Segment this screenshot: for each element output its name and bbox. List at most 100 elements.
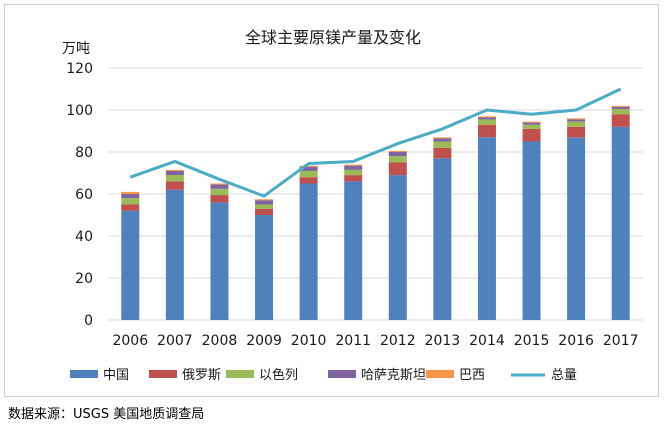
bar-segment	[299, 165, 318, 167]
bar-segment	[522, 128, 541, 142]
x-tick-label: 2012	[380, 333, 416, 349]
bar-segment	[299, 183, 318, 320]
bar-segment	[611, 126, 630, 320]
x-tick-label: 2011	[335, 333, 371, 349]
bars	[121, 105, 630, 320]
source-note: 数据来源：USGS 美国地质调查局	[8, 407, 205, 422]
bar-segment	[210, 183, 229, 185]
bar-segment	[344, 165, 363, 170]
bar-segment	[299, 166, 318, 171]
legend-swatch	[70, 370, 98, 378]
x-tick-label: 2014	[469, 333, 505, 349]
bar-segment	[121, 210, 140, 320]
bar-segment	[210, 188, 229, 196]
legend-swatch	[149, 370, 177, 378]
total-line	[129, 87, 622, 198]
bar-segment	[344, 175, 363, 182]
bar-segment	[611, 108, 630, 115]
x-tick-label: 2017	[603, 333, 639, 349]
y-tick-label: 100	[66, 103, 93, 119]
bar-segment	[522, 122, 541, 125]
bar-segment	[388, 175, 407, 320]
bar-segment	[611, 106, 630, 109]
y-tick-label: 120	[66, 61, 93, 77]
bar-segment	[210, 195, 229, 203]
bar-segment	[522, 121, 541, 123]
chart-frame: 全球主要原镁产量及变化 万吨 0 20 40 60 80 100 120 2006 2007 2…	[4, 4, 659, 397]
bar-segment	[567, 137, 586, 320]
legend-item: 俄罗斯	[149, 368, 221, 383]
x-tick-labels: 2006 2007 2008 2009 2010 2011 2012 2013 2014 2015…	[112, 333, 638, 349]
legend-swatch	[426, 370, 454, 378]
bar-segment	[567, 121, 586, 127]
gridlines	[108, 67, 643, 321]
bar-segment	[255, 199, 274, 201]
bar-segment	[567, 126, 586, 138]
bar-segment	[433, 147, 452, 159]
bar-segment	[611, 114, 630, 127]
y-tick-label: 20	[75, 271, 93, 287]
y-tick-label: 40	[75, 229, 93, 245]
bar-segment	[433, 141, 452, 148]
bar-segment	[165, 175, 184, 182]
bar-segment	[344, 169, 363, 176]
bar-segment	[121, 194, 140, 199]
x-tick-label: 2007	[157, 333, 193, 349]
x-tick-label: 2008	[202, 333, 238, 349]
x-tick-label: 2016	[558, 333, 594, 349]
legend-item: 总量	[511, 368, 577, 383]
bar-segment	[611, 105, 630, 107]
y-axis-unit-label: 万吨	[62, 41, 90, 57]
bar-segment	[165, 169, 184, 171]
legend-label: 哈萨克斯坦	[361, 368, 426, 383]
chart-title: 全球主要原镁产量及变化	[245, 28, 421, 47]
bar-segment	[433, 138, 452, 142]
bar-segment	[165, 170, 184, 176]
bar-segment	[477, 117, 496, 120]
bar-segment	[433, 137, 452, 139]
bar-segment	[522, 141, 541, 320]
legend-item: 巴西	[426, 368, 485, 383]
bar-segment	[255, 204, 274, 209]
x-tick-label: 2015	[514, 333, 550, 349]
y-tick-labels: 0 20 40 60 80 100 120	[66, 61, 93, 329]
bar-segment	[388, 152, 407, 157]
total-line-path	[129, 87, 622, 198]
legend-swatch	[328, 370, 356, 378]
x-tick-label: 2013	[425, 333, 461, 349]
bar-segment	[567, 119, 586, 122]
y-tick-label: 0	[84, 313, 93, 329]
bar-segment	[255, 200, 274, 205]
bar-segment	[344, 164, 363, 166]
legend-swatch	[226, 370, 254, 378]
x-tick-label: 2010	[291, 333, 327, 349]
bar-segment	[165, 181, 184, 190]
bar-segment	[255, 208, 274, 215]
x-tick-label: 2006	[112, 333, 148, 349]
bar-segment	[121, 204, 140, 211]
bar-segment	[299, 177, 318, 184]
legend-label: 巴西	[459, 368, 485, 383]
bar-segment	[388, 162, 407, 176]
bar-segment	[477, 116, 496, 118]
bar-segment	[388, 150, 407, 152]
bar-segment	[121, 198, 140, 205]
legend: 中国 俄罗斯 以色列 哈萨克斯坦 巴西 总量	[70, 367, 577, 383]
bar-segment	[121, 191, 140, 194]
bar-segment	[477, 137, 496, 320]
bar-segment	[477, 119, 496, 125]
bar-segment	[255, 215, 274, 320]
bar-segment	[567, 118, 586, 120]
bar-segment	[433, 158, 452, 320]
legend-item: 哈萨克斯坦	[328, 368, 426, 383]
bar-segment	[210, 184, 229, 189]
bar-segment	[210, 202, 229, 320]
legend-item: 以色列	[226, 367, 298, 383]
legend-label: 总量	[551, 368, 577, 383]
x-tick-label: 2009	[246, 333, 282, 349]
legend-label: 俄罗斯	[182, 368, 221, 383]
bar-segment	[299, 170, 318, 178]
bar-segment	[388, 156, 407, 163]
y-tick-label: 80	[75, 145, 93, 161]
